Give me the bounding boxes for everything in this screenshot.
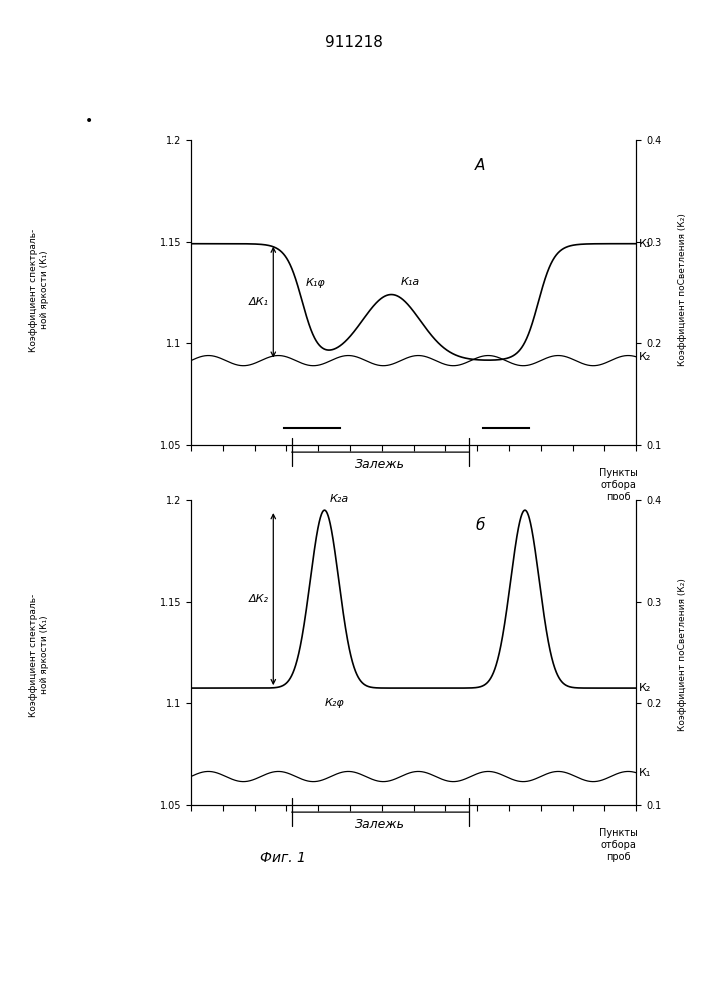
Text: б: б: [476, 518, 485, 534]
Text: К₂: К₂: [638, 683, 651, 693]
Text: К₂: К₂: [638, 352, 651, 362]
Text: Пункты
отбора
проб: Пункты отбора проб: [599, 828, 638, 862]
Text: Залежь: Залежь: [355, 458, 405, 471]
Text: Пункты
отбора
проб: Пункты отбора проб: [599, 468, 638, 502]
Text: Фиг. 1: Фиг. 1: [260, 851, 305, 865]
Text: К₂а: К₂а: [330, 494, 349, 504]
Text: К₂φ: К₂φ: [325, 698, 344, 708]
Text: К₁φ: К₁φ: [305, 278, 325, 288]
Text: Коэффициент спектраль-
ной яркости (К₁): Коэффициент спектраль- ной яркости (К₁): [29, 593, 49, 717]
Text: •: •: [85, 114, 93, 128]
Text: Залежь: Залежь: [355, 818, 405, 831]
Text: К₁: К₁: [638, 239, 651, 249]
Text: Коэффициент поСветления (К₂): Коэффициент поСветления (К₂): [678, 214, 686, 366]
Text: К₁а: К₁а: [400, 277, 419, 287]
Text: Коэффициент поСветления (К₂): Коэффициент поСветления (К₂): [678, 579, 686, 731]
Text: ΔК₁: ΔК₁: [249, 297, 269, 307]
Text: К₁: К₁: [638, 768, 651, 778]
Text: ΔК₂: ΔК₂: [249, 594, 269, 604]
Text: 911218: 911218: [325, 35, 382, 50]
Text: А: А: [475, 158, 486, 173]
Text: Коэффициент спектраль-
ной яркости (К₁): Коэффициент спектраль- ной яркости (К₁): [29, 228, 49, 352]
